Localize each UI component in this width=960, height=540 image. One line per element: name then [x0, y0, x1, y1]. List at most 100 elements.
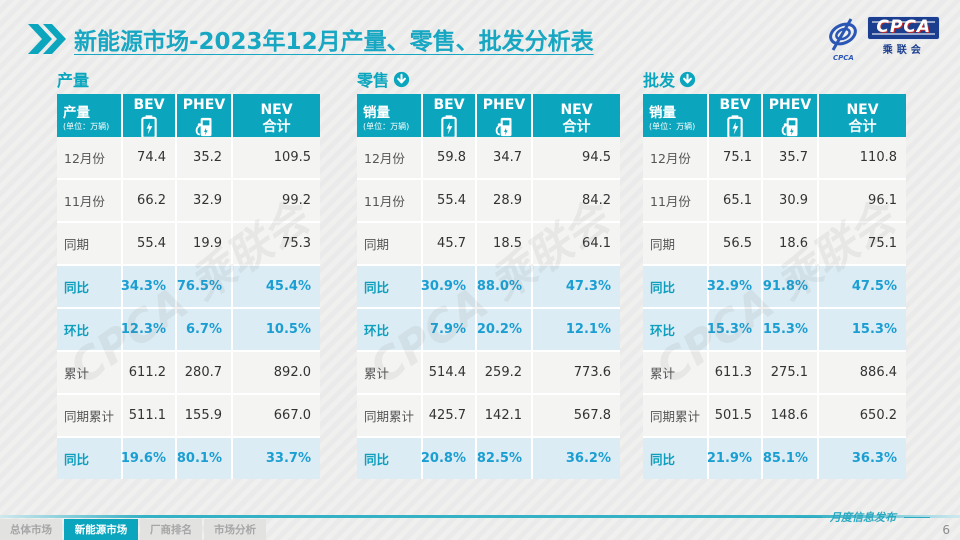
down-arrow-icon [679, 71, 696, 87]
cell-value: 34.3% [121, 266, 175, 307]
cell-value: 28.9 [477, 180, 531, 221]
cell-value: 10.5% [233, 309, 320, 350]
cell-value: 55.4 [423, 180, 475, 221]
footer-note-text: 月度信息发布 [830, 511, 896, 524]
cell-value: 55.4 [123, 223, 175, 264]
row-label: 同比 [57, 266, 121, 307]
cell-value: 15.3% [763, 309, 817, 350]
cpca-badge: CPCA [867, 16, 940, 40]
cell-value: 47.3% [533, 266, 620, 307]
cell-value: 142.1 [477, 395, 531, 436]
dash-right [904, 516, 930, 518]
cpca-swirl-icon [829, 18, 858, 51]
cell-value: 12.1% [533, 309, 620, 350]
cell-value: 19.9 [177, 223, 231, 264]
wholesale-table-block: 批发 销量 (单位：万辆) BEV PHEV [643, 68, 908, 479]
cell-value: 148.6 [763, 395, 817, 436]
cell-value: 59.8 [423, 137, 475, 178]
cell-value: 56.5 [709, 223, 761, 264]
bottom-nav-tabs: 总体市场 新能源市场 厂商排名 市场分析 [0, 519, 266, 540]
dash-left [796, 516, 822, 518]
retail-table: 销量 (单位：万辆) BEV PHEV [357, 94, 620, 479]
table-corner-header: 销量 (单位：万辆) [357, 94, 421, 144]
cell-value: 88.0% [477, 266, 531, 307]
cell-value: 36.2% [533, 438, 620, 479]
table-corner-header: 产量 (单位：万辆) [57, 94, 121, 144]
cell-value: 96.1 [819, 180, 906, 221]
column-header-nev: NEV 合计 [233, 94, 320, 144]
cell-value: 15.3% [819, 309, 906, 350]
cell-value: 99.2 [233, 180, 320, 221]
cell-value: 74.4 [123, 137, 175, 178]
cell-value: 36.3% [819, 438, 906, 479]
cell-value: 20.2% [477, 309, 531, 350]
cell-value: 45.4% [233, 266, 320, 307]
cell-value: 84.2 [533, 180, 620, 221]
row-label: 同期 [57, 223, 121, 264]
column-header-phev: PHEV [177, 94, 231, 144]
tab-overall-market[interactable]: 总体市场 [0, 519, 62, 540]
cell-value: 47.5% [819, 266, 906, 307]
cell-value: 30.9% [421, 266, 475, 307]
cell-value: 91.8% [763, 266, 817, 307]
cell-value: 275.1 [763, 352, 817, 393]
cell-value: 19.6% [121, 438, 175, 479]
row-label: 同比 [643, 438, 707, 479]
cell-value: 85.1% [763, 438, 817, 479]
row-label: 同期累计 [643, 395, 707, 436]
cell-value: 7.9% [423, 309, 475, 350]
cell-value: 650.2 [819, 395, 906, 436]
cell-value: 514.4 [423, 352, 475, 393]
cell-value: 64.1 [533, 223, 620, 264]
column-header-nev: NEV 合计 [819, 94, 906, 144]
cell-value: 667.0 [233, 395, 320, 436]
row-label: 同期 [357, 223, 421, 264]
cpca-sub-label: 乘联会 [882, 45, 925, 56]
cell-value: 12.3% [121, 309, 175, 350]
footer-note: 月度信息发布 [796, 509, 930, 525]
cell-value: 110.8 [819, 137, 906, 178]
cell-value: 45.7 [423, 223, 475, 264]
column-header-phev: PHEV [477, 94, 531, 144]
page-number: 6 [942, 523, 950, 537]
row-label: 环比 [357, 309, 421, 350]
row-label: 累计 [357, 352, 421, 393]
cell-value: 35.2 [177, 137, 231, 178]
tab-oem-ranking[interactable]: 厂商排名 [140, 519, 202, 540]
page-title-main: 新能源市场 [74, 29, 189, 55]
cell-value: 35.7 [763, 137, 817, 178]
tab-nev-market[interactable]: 新能源市场 [64, 519, 138, 540]
charger-icon [781, 118, 798, 137]
cell-value: 82.5% [477, 438, 531, 479]
column-header-bev: BEV [709, 94, 761, 144]
cell-value: 155.9 [177, 395, 231, 436]
row-label: 同期累计 [57, 395, 121, 436]
row-label: 12月份 [57, 137, 121, 178]
row-label: 同期 [643, 223, 707, 264]
row-label: 环比 [643, 309, 707, 350]
cell-value: 75.3 [233, 223, 320, 264]
down-arrow-icon [393, 71, 410, 87]
row-label: 同比 [357, 438, 421, 479]
cell-value: 567.8 [533, 395, 620, 436]
charger-icon [495, 118, 512, 137]
cell-value: 66.2 [123, 180, 175, 221]
page-title-rest: -2023年12月产量、零售、批发分析表 [189, 29, 594, 55]
row-label: 11月份 [57, 180, 121, 221]
cell-value: 32.9% [707, 266, 761, 307]
section-title-production: 产量 [57, 71, 90, 90]
retail-table-block: 零售 销量 (单位：万辆) BEV PHEV [357, 68, 622, 479]
cell-value: 280.7 [177, 352, 231, 393]
tab-market-analysis[interactable]: 市场分析 [204, 519, 266, 540]
row-label: 环比 [57, 309, 121, 350]
charger-icon [195, 118, 212, 137]
cell-value: 21.9% [707, 438, 761, 479]
page-title: 新能源市场-2023年12月产量、零售、批发分析表 [74, 22, 594, 56]
row-label: 12月份 [357, 137, 421, 178]
cell-value: 892.0 [233, 352, 320, 393]
cell-value: 18.5 [477, 223, 531, 264]
production-table: 产量 (单位：万辆) BEV PHEV [57, 94, 320, 479]
cell-value: 75.1 [819, 223, 906, 264]
row-label: 11月份 [643, 180, 707, 221]
cell-value: 75.1 [709, 137, 761, 178]
